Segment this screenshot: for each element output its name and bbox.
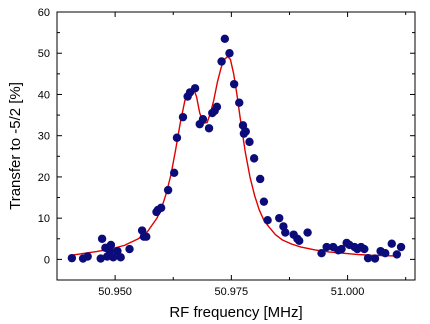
data-point [178, 112, 188, 122]
data-point [396, 242, 406, 252]
data-point [229, 79, 239, 89]
data-point [235, 98, 244, 107]
data-point [113, 246, 122, 256]
data-point [212, 102, 222, 112]
y-tick-label: 30 [38, 131, 50, 143]
data-point [217, 57, 226, 66]
data-point [116, 253, 125, 262]
data-point [96, 254, 105, 263]
data-point [317, 249, 326, 258]
x-tick-label: 50.975 [215, 286, 249, 298]
x-axis-ticks: 50.950 50.975 51.000 [56, 12, 407, 298]
data-point [360, 244, 369, 254]
y-axis-ticks: 0 10 20 30 40 50 60 [38, 7, 415, 266]
data-point [322, 242, 331, 252]
data-point [67, 253, 77, 263]
y-tick-label: 20 [38, 172, 50, 184]
data-point [263, 216, 272, 225]
data-point [220, 34, 230, 43]
data-point [142, 232, 151, 241]
data-point [370, 254, 380, 263]
y-tick-label: 10 [38, 213, 50, 225]
data-point [97, 234, 107, 243]
y-tick-label: 50 [38, 48, 50, 60]
data-point [125, 244, 134, 254]
data-point [172, 133, 182, 142]
data-point [387, 239, 396, 248]
data-point [337, 244, 346, 254]
data-point [163, 185, 173, 195]
data-point [363, 253, 373, 263]
data-point [255, 174, 265, 184]
y-tick-label: 0 [44, 254, 50, 266]
data-point [169, 168, 179, 177]
data-point [225, 49, 234, 58]
data-point [245, 137, 254, 147]
data-point [198, 115, 208, 124]
data-point [303, 228, 312, 237]
x-axis-label: RF frequency [MHz] [169, 304, 302, 321]
y-axis-label: Transfer to -5/2 [%] [7, 82, 24, 210]
data-point [109, 253, 118, 262]
data-point [281, 228, 290, 237]
plot-frame [56, 11, 416, 281]
data-point [249, 154, 259, 163]
data-point [275, 213, 284, 223]
y-tick-label: 40 [38, 89, 50, 101]
data-point [241, 127, 250, 136]
data-points-layer [67, 34, 406, 263]
data-point [295, 236, 304, 246]
data-point [204, 124, 214, 133]
x-tick-label: 51.000 [331, 286, 365, 298]
data-point [392, 250, 402, 259]
data-point [106, 240, 116, 250]
data-point [190, 84, 200, 93]
data-point [105, 246, 115, 256]
data-point [381, 249, 390, 258]
data-point [156, 203, 166, 213]
data-point [259, 197, 269, 206]
data-point [83, 252, 92, 261]
x-tick-label: 50.950 [98, 286, 132, 298]
y-tick-label: 60 [38, 7, 50, 19]
